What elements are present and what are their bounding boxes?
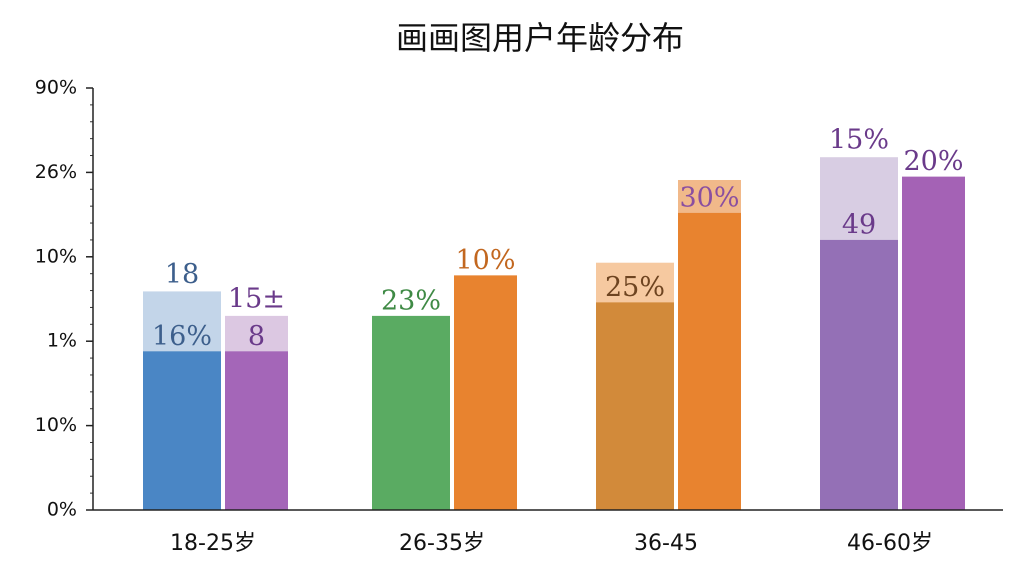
chart-title: 画画图用户年龄分布 — [396, 19, 684, 57]
bar — [902, 176, 965, 510]
y-tick-label: 10% — [35, 245, 77, 267]
x-tick-label: 18-25岁 — [170, 531, 256, 556]
bar-label: 20% — [903, 146, 963, 177]
bar — [225, 351, 288, 510]
bar-label: 8 — [248, 321, 265, 352]
x-tick-label: 46-60岁 — [847, 531, 933, 556]
bar — [596, 302, 674, 510]
bar-label: 15% — [829, 125, 889, 156]
y-tick-label: 1% — [47, 330, 77, 352]
bar-label: 23% — [381, 285, 441, 316]
bar — [372, 315, 450, 510]
bar — [143, 351, 221, 510]
bar-label: 25% — [605, 272, 665, 303]
y-tick-label: 10% — [35, 414, 77, 436]
bar-label: 16% — [152, 321, 212, 352]
y-tick-label: 0% — [47, 499, 77, 521]
bar-label: 15± — [228, 283, 285, 314]
x-tick-label: 26-35岁 — [399, 531, 485, 556]
bar — [454, 275, 517, 510]
bar — [820, 239, 898, 511]
y-tick-label: 26% — [35, 161, 77, 183]
bar-label: 49 — [842, 209, 876, 240]
bar — [678, 212, 741, 511]
x-tick-label: 36-45 — [634, 531, 698, 556]
bar-label: 10% — [455, 245, 515, 276]
bar-label: 18 — [165, 259, 199, 290]
y-tick-label: 90% — [35, 77, 77, 99]
bar-label: 30% — [679, 182, 739, 213]
